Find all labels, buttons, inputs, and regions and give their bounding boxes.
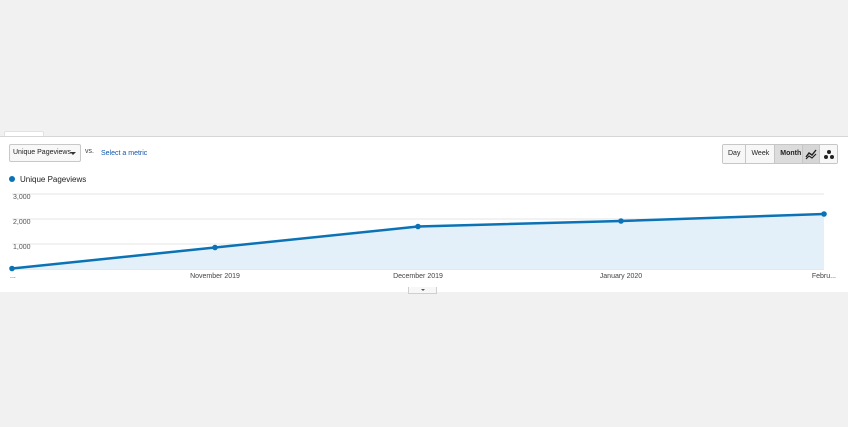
line-chart: 1,000 2,000 3,000... November 2019 December … xyxy=(9,193,836,280)
chevron-down-icon xyxy=(70,152,76,155)
chart-panel: Unique Pageviews vs. Select a metric Day… xyxy=(0,136,848,292)
data-point xyxy=(212,244,218,251)
week-button[interactable]: Week xyxy=(746,145,776,163)
line-chart-button[interactable] xyxy=(803,145,820,163)
data-point xyxy=(821,211,827,217)
data-point xyxy=(618,218,624,224)
line-chart-icon xyxy=(805,149,817,159)
select-metric-link[interactable]: Select a metric xyxy=(101,150,148,157)
y-tick-label: 2,000 xyxy=(13,219,31,226)
data-point xyxy=(415,223,421,230)
month-button[interactable]: Month xyxy=(775,145,807,163)
period-selector: Day Week Month xyxy=(722,144,808,164)
x-tick-label: January 2020 xyxy=(600,273,643,280)
chevron-down-icon xyxy=(421,289,425,291)
motion-chart-icon xyxy=(823,149,834,159)
x-tick-label: ... xyxy=(10,273,16,280)
chart-toolbar: Unique Pageviews vs. Select a metric Day… xyxy=(0,137,848,173)
legend-series-label: Unique Pageviews xyxy=(20,174,87,184)
x-tick-label: November 2019 xyxy=(190,273,240,280)
metric-dropdown-label: Unique Pageviews xyxy=(13,149,71,156)
chart-view-selector xyxy=(802,144,838,164)
legend-series-dot xyxy=(9,176,15,182)
y-tick-label: 3,000 xyxy=(13,194,31,201)
tab-notch xyxy=(4,131,44,138)
y-tick-label: 1,000 xyxy=(13,244,31,251)
data-point xyxy=(9,265,15,272)
day-button[interactable]: Day xyxy=(723,145,747,163)
vs-label: vs. xyxy=(85,148,94,155)
collapse-chart-toggle[interactable] xyxy=(408,287,437,294)
metric-dropdown[interactable]: Unique Pageviews xyxy=(9,144,81,162)
x-tick-label: Febru... xyxy=(812,273,836,280)
x-tick-label: December 2019 xyxy=(393,273,443,280)
motion-chart-button[interactable] xyxy=(820,145,837,163)
chart-legend: Unique Pageviews xyxy=(9,173,86,185)
series-area xyxy=(12,214,824,269)
